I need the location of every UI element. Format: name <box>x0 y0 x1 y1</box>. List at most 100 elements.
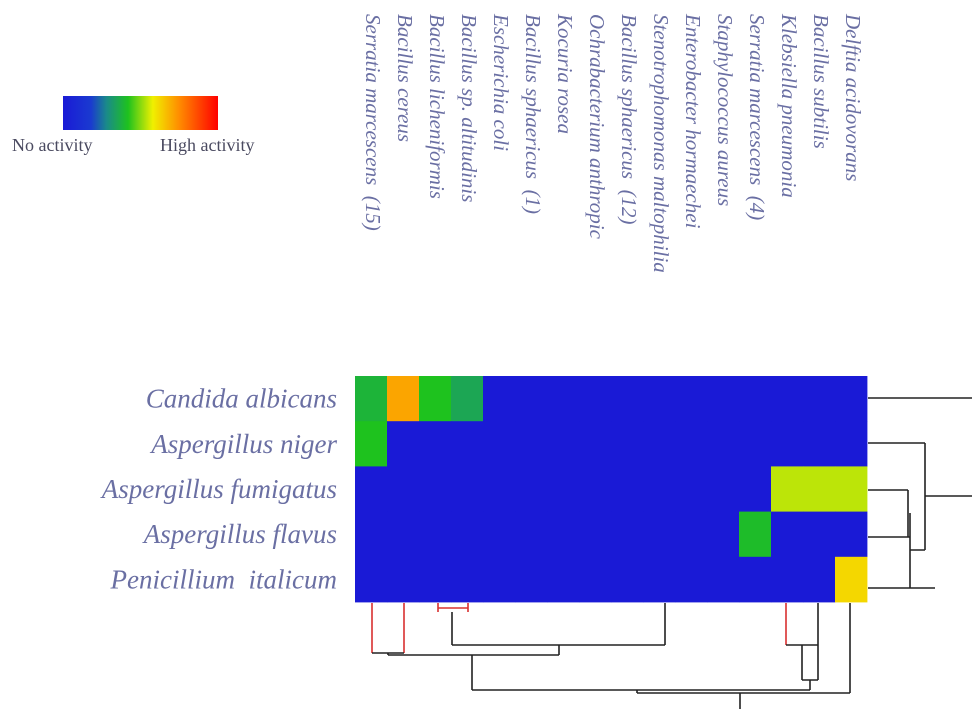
heatmap-cell <box>579 376 612 422</box>
row-label: Aspergillus fumigatus <box>100 474 337 504</box>
heatmap-cell <box>771 421 804 467</box>
heatmap-cells <box>355 376 868 603</box>
heatmap-cell <box>611 421 644 467</box>
heatmap-cell <box>803 556 836 603</box>
heatmap-cell <box>675 511 708 558</box>
heatmap-cell <box>675 556 708 603</box>
column-label: Ochrabacterium anthropic <box>585 14 609 240</box>
heatmap-cell <box>835 376 868 422</box>
heatmap-cell <box>355 511 388 558</box>
heatmap-cell <box>419 466 452 512</box>
column-label: Stenotrophomonas maltophilia <box>649 14 673 273</box>
column-label: Bacillus subtilis <box>809 14 833 149</box>
heatmap-cell <box>515 511 548 558</box>
row-label: Penicillium italicum <box>110 564 337 594</box>
heatmap-cell <box>707 466 740 512</box>
heatmap-cell <box>835 421 868 467</box>
legend-low-label: No activity <box>12 135 92 155</box>
heatmap-cell <box>515 466 548 512</box>
heatmap-cell <box>675 421 708 467</box>
heatmap-cell <box>419 556 452 603</box>
heatmap-cell <box>387 511 420 558</box>
column-dendrogram-branch <box>371 603 787 653</box>
column-label: Bacillus sphaericus (1) <box>521 14 545 214</box>
heatmap-cell <box>451 466 484 512</box>
heatmap-cell <box>739 421 772 467</box>
heatmap-cell <box>547 421 580 467</box>
heatmap-cell <box>355 421 388 467</box>
heatmap-cell <box>355 556 388 603</box>
heatmap-cell <box>419 421 452 467</box>
column-label: Klebsiella pneumonia <box>777 13 801 198</box>
heatmap-cell <box>739 466 772 512</box>
heatmap-cell <box>643 556 676 603</box>
legend-high-label: High activity <box>160 135 254 155</box>
heatmap-cell <box>547 556 580 603</box>
column-label: Staphylococcus aureus <box>713 14 737 206</box>
row-dendrogram <box>868 397 972 589</box>
column-dendrogram-branch <box>372 603 851 709</box>
heatmap-cell <box>643 511 676 558</box>
row-labels: Candida albicans Aspergillus niger Aspergi… <box>100 384 338 595</box>
heatmap-cell <box>643 421 676 467</box>
heatmap-cell <box>739 511 772 558</box>
color-legend: No activity High activity <box>12 96 254 155</box>
heatmap-cell <box>387 556 420 603</box>
heatmap-cell <box>707 421 740 467</box>
row-label: Aspergillus flavus <box>142 519 337 549</box>
heatmap-cell <box>483 376 516 422</box>
heatmap-cell <box>579 511 612 558</box>
column-dendrogram <box>371 603 851 709</box>
column-label: Escherichia coli <box>489 13 513 151</box>
heatmap-cell <box>803 376 836 422</box>
heatmap-cell <box>611 466 644 512</box>
heatmap-cell <box>771 556 804 603</box>
heatmap-cell <box>483 421 516 467</box>
heatmap-cell <box>707 511 740 558</box>
heatmap-cell <box>483 556 516 603</box>
heatmap-cell <box>643 376 676 422</box>
row-dendrogram-branch <box>868 397 972 589</box>
column-label: Bacillus cereus <box>393 14 417 142</box>
heatmap-cell <box>771 466 804 512</box>
heatmap-cell <box>355 376 388 422</box>
column-labels: Serratia marcescens (15) Bacillus cereus B… <box>361 13 865 273</box>
column-label: Bacillus licheniformis <box>425 14 449 199</box>
heatmap-cell <box>675 466 708 512</box>
heatmap-cell <box>803 466 836 512</box>
heatmap-cell <box>739 556 772 603</box>
heatmap-cell <box>579 421 612 467</box>
heatmap-cell <box>419 376 452 422</box>
heatmap-cell <box>579 466 612 512</box>
heatmap-cell <box>547 466 580 512</box>
heatmap-cell <box>611 376 644 422</box>
heatmap-cell <box>611 556 644 603</box>
row-label: Candida albicans <box>146 384 337 414</box>
column-label: Bacillus sphaericus (12) <box>617 14 641 225</box>
column-label: Kocuria rosea <box>553 13 577 134</box>
heatmap-cell <box>835 556 868 603</box>
column-label: Enterobacter hormaechei <box>681 13 705 229</box>
heatmap-cell <box>707 556 740 603</box>
legend-colorbar <box>63 96 218 130</box>
column-label: Serratia marcescens (4) <box>745 14 769 220</box>
heatmap-cell <box>579 556 612 603</box>
heatmap-cell <box>451 376 484 422</box>
heatmap-cell <box>547 376 580 422</box>
heatmap-cell <box>515 421 548 467</box>
heatmap-cell <box>483 511 516 558</box>
heatmap-cell <box>387 376 420 422</box>
heatmap-cell <box>355 466 388 512</box>
heatmap-cell <box>803 421 836 467</box>
heatmap-cell <box>835 466 868 512</box>
heatmap-cell <box>451 511 484 558</box>
heatmap-cell <box>483 466 516 512</box>
column-label: Serratia marcescens (15) <box>361 14 385 231</box>
heatmap-cell <box>611 511 644 558</box>
heatmap-cell <box>515 556 548 603</box>
heatmap-cell <box>707 376 740 422</box>
heatmap-cell <box>771 511 804 558</box>
heatmap-cell <box>803 511 836 558</box>
heatmap-cell <box>643 466 676 512</box>
